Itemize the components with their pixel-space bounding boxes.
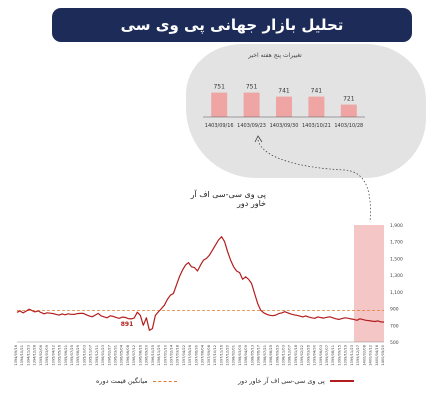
x-tick-label: 1396/11/29 (157, 344, 161, 365)
x-tick-label: 1397/04/22 (182, 345, 186, 366)
x-tick-label: 1395/12/11 (95, 345, 99, 366)
x-tick-label: 1396/09/20 (145, 344, 149, 365)
x-tick-label: 1397/10/12 (213, 345, 217, 366)
legend-average-swatch (152, 380, 177, 382)
x-tick-label: 1398/02/01 (232, 345, 236, 366)
x-tick-label: 1395/06/21 (64, 345, 68, 366)
y-tick-label: 1,300 (390, 273, 403, 279)
page-title: تحلیل بازار جهانی پی وی سی (120, 16, 344, 34)
x-tick-label: 1399/06/03 (319, 345, 323, 366)
x-tick-label: 1399/11/23 (350, 345, 354, 366)
x-tick-label: 1395/08/29 (76, 344, 80, 365)
x-tick-label: 1396/01/23 (101, 345, 105, 366)
x-tick-label: 1394/12/28 (33, 344, 37, 365)
x-tick-label: 1397/03/18 (176, 344, 180, 365)
x-tick-label: 1395/05/16 (58, 344, 62, 365)
x-tick-label: 1399/08/11 (331, 345, 335, 366)
y-tick-label: 1,900 (390, 223, 403, 229)
x-tick-label: 1397/12/20 (225, 344, 229, 365)
x-tick-label: 1397/06/30 (194, 344, 198, 365)
recent-weeks-panel (186, 44, 426, 178)
x-tick-label: 1397/05/26 (188, 344, 192, 365)
x-tick-label: 1394/09/16 (14, 344, 18, 365)
x-tick-label: 1398/05/13 (250, 345, 254, 366)
x-tick-label: 1394/11/23 (26, 345, 30, 366)
legend-item-average: میانگین قیمت دوره (96, 377, 177, 385)
x-tick-label: 1399/01/18 (294, 344, 298, 365)
x-tick-label: 1397/01/10 (163, 344, 167, 365)
inset-chart-title: تغییرات پنج هفته اخیر (248, 52, 302, 59)
legend-series-label: پی وی سی-سی اف آر خاور دور (238, 377, 325, 385)
x-tick-label: 1398/11/03 (281, 345, 285, 366)
x-tick-label: 1394/10/21 (20, 345, 24, 366)
x-tick-label: 1399/07/07 (325, 345, 329, 366)
x-tick-label: 1398/12/07 (288, 345, 292, 366)
x-tick-label: 1399/09/15 (337, 345, 341, 366)
x-tick-label: 1396/05/04 (120, 344, 124, 365)
x-tick-label: 1396/03/31 (114, 345, 118, 366)
x-tick-label: 1396/10/25 (151, 345, 155, 366)
x-tick-label: 1400/04/16 (375, 344, 379, 365)
x-tick-label: 1395/04/12 (51, 345, 55, 366)
x-tick-label: 1398/06/17 (257, 345, 261, 366)
x-tick-label: 1399/10/19 (344, 344, 348, 365)
x-tick-label: 1397/02/14 (170, 344, 174, 365)
x-tick-label: 1398/09/29 (275, 344, 279, 365)
legend-series-swatch (329, 380, 354, 382)
y-tick-label: 900 (390, 307, 399, 313)
x-tick-label: 1398/07/21 (263, 345, 267, 366)
x-tick-label: 1399/02/22 (300, 345, 304, 366)
x-tick-label: 1397/11/16 (219, 344, 223, 365)
x-tick-label: 1397/08/04 (201, 344, 205, 365)
y-tick-label: 1,100 (390, 290, 403, 296)
x-tick-label: 1400/02/08 (362, 344, 366, 365)
price-series-line (16, 236, 385, 331)
y-tick-label: 700 (390, 323, 399, 329)
legend-item-series: پی وی سی-سی اف آر خاور دور (238, 377, 354, 385)
x-tick-label: 1400/05/20 (381, 344, 385, 365)
x-tick-label: 1399/12/27 (356, 345, 360, 366)
x-tick-label: 1399/03/26 (306, 344, 310, 365)
x-tick-label: 1395/11/07 (89, 345, 93, 366)
x-tick-label: 1396/08/16 (138, 344, 142, 365)
x-tick-label: 1395/02/06 (39, 344, 43, 365)
x-tick-label: 1395/10/03 (82, 345, 86, 366)
x-tick-label: 1398/04/09 (244, 344, 248, 365)
x-tick-label: 1397/09/08 (207, 344, 211, 365)
y-tick-label: 500 (390, 340, 399, 346)
x-tick-label: 1400/03/12 (369, 345, 373, 366)
x-tick-label: 1398/08/25 (269, 345, 273, 366)
x-tick-label: 1395/03/09 (45, 344, 49, 365)
annotation-label: 891 (121, 321, 134, 328)
legend-average-label: میانگین قیمت دوره (96, 377, 148, 385)
main-chart-title: پی وی سی-سی اف آر خاور دور (190, 190, 266, 208)
y-tick-label: 1,700 (390, 240, 403, 246)
y-tick-label: 1,500 (390, 256, 403, 262)
x-tick-label: 1399/04/30 (313, 344, 317, 365)
recent-period-highlight (354, 225, 384, 342)
x-tick-label: 1395/07/25 (70, 345, 74, 366)
x-tick-label: 1396/02/27 (107, 345, 111, 366)
x-tick-label: 1396/06/08 (126, 344, 130, 365)
x-tick-label: 1396/07/12 (132, 345, 136, 366)
x-tick-label: 1398/03/05 (238, 345, 242, 366)
page-header: تحلیل بازار جهانی پی وی سی (52, 8, 412, 42)
